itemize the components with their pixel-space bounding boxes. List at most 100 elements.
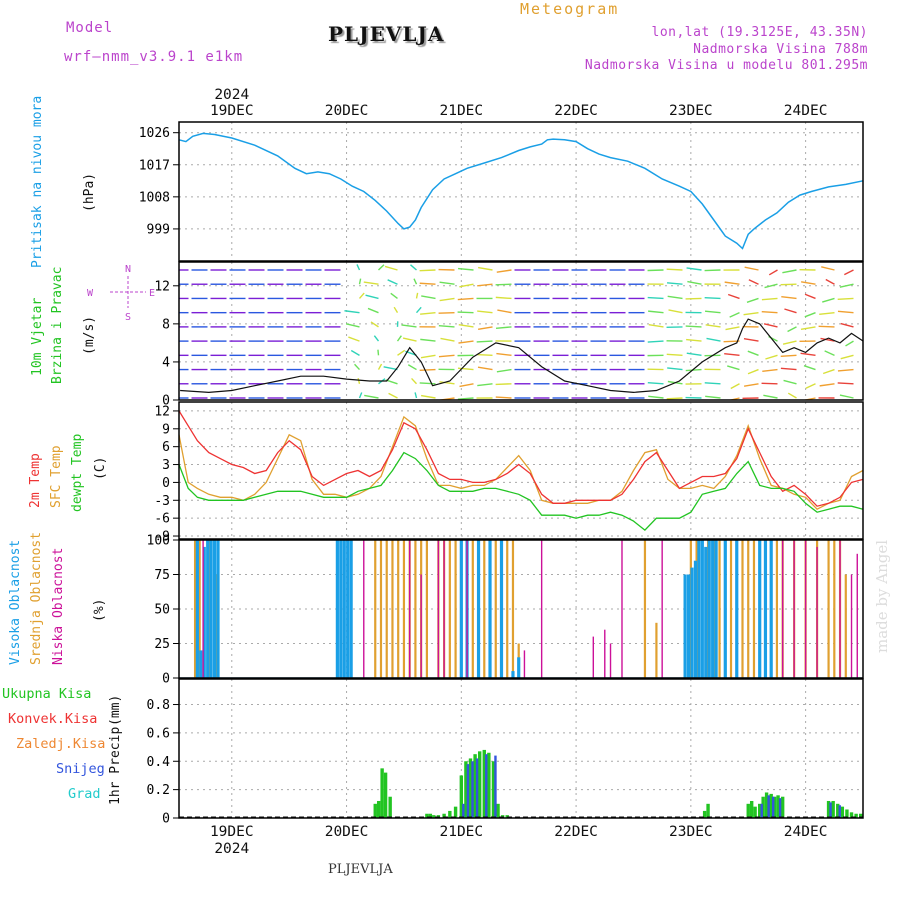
lonlat-text: lon,lat (19.3125E, 43.35N)	[651, 25, 868, 40]
wind-arrow	[384, 265, 398, 271]
compass-s: S	[125, 312, 131, 323]
wind-arrow	[387, 279, 398, 285]
wind-arrow	[804, 293, 816, 300]
wind-arrow	[459, 383, 474, 388]
total-precip-bar	[376, 800, 381, 818]
wind-arrow	[364, 394, 379, 399]
wind-arrow	[727, 365, 740, 371]
y-tick-label: 6	[162, 440, 170, 455]
snow-bar	[778, 798, 782, 818]
mid-cloud-bar	[193, 540, 197, 678]
wind-arrow	[825, 278, 835, 285]
wind-arrow	[666, 268, 683, 271]
mid-cloud-bar	[402, 540, 406, 678]
wind-arrow	[840, 322, 854, 328]
wind-arrow	[685, 368, 702, 372]
mid-cloud-bar	[844, 574, 847, 678]
mid-cloud-bar	[471, 540, 474, 678]
mid-cloud-bar	[494, 540, 497, 678]
wind-arrow	[803, 365, 816, 371]
total-precip-bar	[491, 761, 496, 818]
high-cloud-bar	[342, 540, 346, 678]
wind-arrow	[784, 308, 797, 314]
high-cloud-bar	[346, 540, 350, 678]
x-bottom-day-label: 19DEC	[210, 824, 254, 840]
wind-arrow	[667, 367, 683, 371]
x-top-year-label: 2024	[214, 87, 249, 103]
mid-cloud-bar	[448, 540, 451, 678]
wind-arrow	[459, 283, 474, 288]
total-precip-bar	[780, 796, 785, 818]
wind-arrow	[686, 267, 702, 271]
wind-arrow	[393, 306, 399, 314]
low-cloud-bar	[363, 540, 365, 678]
total-precip-bar	[746, 803, 750, 818]
mid-cloud-bar	[506, 540, 509, 678]
total-precip-bar	[840, 806, 845, 818]
mid-cloud-bar	[374, 540, 377, 678]
total-precip-bar	[758, 803, 762, 818]
low-cloud-bar	[592, 636, 595, 678]
wind-arrow	[761, 297, 778, 301]
high-cloud-bar	[212, 540, 217, 678]
wind-arrow	[704, 310, 721, 314]
wind-arrow	[765, 354, 778, 360]
compass-e: E	[149, 288, 155, 299]
wind-arrow	[800, 352, 816, 357]
wind-arrow	[724, 281, 740, 285]
wind-arrow	[761, 310, 778, 314]
high-cloud-bar	[711, 540, 715, 678]
wind-arrow	[356, 264, 361, 271]
wind-arrow	[476, 353, 493, 357]
high-cloud-bar	[723, 540, 727, 678]
low-cloud-bar	[856, 553, 858, 678]
low-cloud-bar	[202, 540, 204, 678]
wind-arrow	[390, 292, 398, 300]
low-cloud-bar	[839, 540, 841, 678]
snow-bar	[767, 795, 770, 818]
wind-arrow	[704, 296, 721, 300]
wind-arrow	[457, 397, 474, 400]
panel-frame	[178, 121, 864, 262]
high-cloud-bar	[517, 657, 521, 678]
mid-cloud-bar	[425, 540, 428, 678]
total-precip-bar	[442, 813, 446, 818]
wind-arrow	[477, 366, 493, 371]
wind-arrow	[780, 354, 797, 358]
model-name: wrf—nmm_v3.9.1 e1km	[64, 49, 244, 65]
total-precip-bar	[761, 796, 765, 818]
mid-cloud-bar	[775, 540, 779, 678]
mid-cloud-bar	[391, 540, 394, 678]
wind-arrow	[420, 354, 436, 359]
high-cloud-bar	[686, 574, 691, 678]
high-cloud-bar	[349, 540, 353, 678]
total-precip-bar	[383, 772, 388, 818]
total-precip-bar	[487, 752, 491, 818]
wind-arrow	[357, 378, 361, 384]
panel-frame	[178, 678, 864, 819]
snow-bar	[838, 805, 841, 818]
wind-arrow	[458, 324, 474, 328]
snow-bar	[466, 764, 470, 818]
snow-bar	[760, 803, 763, 818]
high-cloud-bar	[758, 540, 762, 678]
snow-bar	[475, 758, 479, 818]
wind-arrow	[666, 397, 683, 400]
wind-arrow	[377, 363, 383, 370]
wind-arrow	[383, 366, 398, 371]
snow-bar	[471, 761, 474, 818]
wind-arrow	[837, 382, 854, 385]
legend-hail: Grad	[68, 786, 101, 802]
wind-arrow	[348, 336, 360, 342]
wind-arrow	[764, 283, 778, 289]
total-precip-bar	[849, 812, 854, 818]
wind-arrow	[666, 282, 683, 285]
wind-arrow	[419, 382, 436, 385]
snow-bar	[494, 755, 497, 818]
y-tick-label: 3	[162, 458, 170, 473]
y-tick-label: 4	[162, 355, 170, 370]
total-precip-bar	[831, 800, 835, 818]
mid-cloud-bar	[718, 540, 721, 678]
low-cloud-bar	[661, 540, 663, 678]
y-tick-label: 0	[162, 812, 170, 827]
